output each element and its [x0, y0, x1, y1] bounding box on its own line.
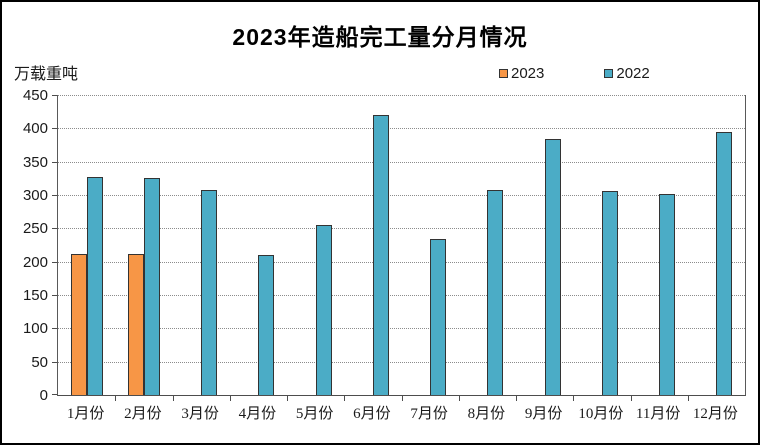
x-axis-label-9月份: 9月份 [524, 406, 563, 422]
y-axis-label-450: 450 [22, 87, 48, 104]
x-axis-label-12月份: 12月份 [692, 406, 738, 422]
y-axis-label-100: 100 [22, 320, 48, 338]
x-axis-label-6月份: 6月份 [353, 406, 391, 422]
y-axis-tick-400 [52, 128, 57, 130]
y-axis-tick-250 [52, 228, 57, 230]
bar-2022-12月份 [716, 131, 733, 395]
bar-2022-10月份 [601, 191, 618, 395]
y-axis-unit-label: 万载重吨 [14, 66, 79, 83]
legend-swatch-2022-icon [604, 69, 614, 78]
x-axis-tick-6 [401, 396, 403, 401]
legend-label-2023: 2023 [511, 65, 545, 82]
y-axis-label-0: 0 [39, 387, 48, 404]
x-axis-label-2月份: 2月份 [124, 406, 162, 422]
bar-2022-8月份 [487, 189, 504, 395]
gridline-250 [58, 228, 745, 230]
y-axis-tick-200 [52, 261, 57, 263]
x-axis-tick-3 [229, 396, 231, 401]
x-axis-tick-7 [458, 396, 460, 401]
bar-2022-5月份 [315, 225, 332, 395]
y-axis-label-350: 350 [22, 153, 48, 171]
gridline-450 [58, 95, 745, 96]
bar-2023-2月份 [127, 253, 144, 395]
gridline-350 [58, 161, 745, 163]
x-axis-label-7月份: 7月份 [410, 406, 448, 422]
x-axis-tick-2 [172, 396, 174, 401]
x-axis-tick-5 [344, 396, 346, 401]
gridline-400 [58, 128, 745, 130]
legend-item-2023: 2023 [499, 65, 544, 82]
y-axis-tick-50 [52, 361, 57, 363]
legend-label-2022: 2022 [616, 65, 650, 82]
y-axis-tick-450 [52, 95, 57, 96]
x-axis-label-5月份: 5月份 [295, 406, 334, 422]
x-axis-label-3月份: 3月份 [181, 406, 219, 422]
y-axis-tick-150 [52, 295, 57, 296]
y-axis-label-300: 300 [22, 187, 48, 204]
x-axis-label-11月份: 11月份 [635, 406, 681, 422]
x-axis-label-10月份: 10月份 [578, 406, 624, 422]
bar-2022-9月份 [544, 139, 561, 395]
x-axis-label-8月份: 8月份 [467, 406, 506, 422]
y-axis-label-150: 150 [22, 287, 48, 304]
x-axis-tick-11 [687, 396, 689, 401]
y-axis-label-250: 250 [22, 220, 48, 238]
gridline-50 [58, 361, 745, 363]
x-axis-label-4月份: 4月份 [238, 406, 277, 422]
x-axis-label-1月份: 1月份 [66, 406, 105, 422]
bar-2022-4月份 [258, 255, 275, 395]
y-axis-label-200: 200 [22, 253, 48, 271]
y-axis-tick-300 [52, 195, 57, 196]
y-axis-tick-0 [52, 394, 57, 395]
y-axis-tick-350 [52, 161, 57, 163]
gridline-200 [58, 261, 745, 263]
y-axis-label-400: 400 [22, 120, 48, 138]
x-axis-tick-8 [516, 396, 517, 401]
gridline-150 [58, 295, 745, 296]
chart-title: 2023年造船完工量分月情况 [232, 24, 528, 50]
legend-swatch-2023-icon [499, 69, 508, 78]
bar-2022-11月份 [659, 194, 676, 395]
bar-2022-7月份 [430, 239, 447, 395]
gridline-100 [58, 328, 745, 330]
legend-item-2022: 2022 [604, 65, 650, 82]
legend: 2023 2022 [499, 65, 650, 82]
bar-2022-6月份 [372, 115, 389, 395]
x-axis-tick-1 [115, 396, 117, 401]
bar-2022-2月份 [143, 177, 160, 395]
plot-area [52, 95, 746, 401]
bar-2022-3月份 [201, 189, 218, 395]
x-axis-tick-10 [630, 396, 632, 401]
bar-2023-1月份 [70, 254, 87, 395]
x-axis-tick-9 [573, 396, 575, 401]
y-axis-tick-100 [52, 328, 57, 330]
x-axis-tick-4 [287, 396, 288, 401]
y-axis-label-50: 50 [31, 353, 48, 371]
gridline-300 [58, 195, 745, 196]
bar-2022-1月份 [86, 177, 103, 395]
